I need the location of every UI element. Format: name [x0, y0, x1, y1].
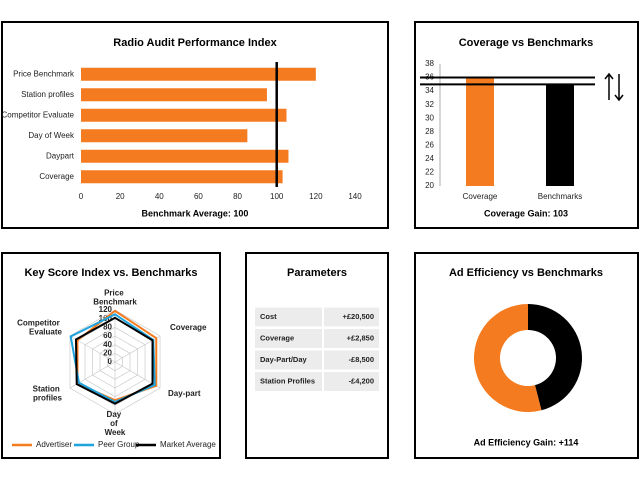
y-tick-label: Daypart — [46, 151, 75, 160]
x-tick-label: Benchmarks — [538, 192, 582, 201]
axis-label: Price Benchmark — [93, 289, 137, 307]
chart-footer: Ad Efficiency Gain: +114 — [474, 437, 579, 447]
panel — [414, 252, 639, 459]
axis-label: Day-part — [168, 389, 201, 398]
bar — [81, 88, 267, 102]
table-cell — [255, 329, 322, 348]
chart-title: Ad Efficiency vs Benchmarks — [449, 267, 603, 279]
bar — [81, 108, 287, 122]
radar-line — [76, 309, 158, 402]
table-cell-text: Day-Part/Day — [260, 355, 308, 364]
y-tick-label: 22 — [425, 168, 434, 177]
table-cell — [255, 372, 322, 391]
y-tick-label: Coverage — [39, 172, 74, 181]
axis-label: Competitor Evaluate — [17, 319, 62, 337]
radar-line — [74, 316, 154, 405]
table-cell — [324, 350, 379, 370]
y-tick-label: 26 — [425, 140, 434, 149]
y-tick-label: 30 — [425, 113, 434, 122]
y-tick-label: Price Benchmark — [13, 69, 75, 78]
y-tick-label: Competitor Evaluate — [2, 110, 75, 119]
table-cell — [255, 307, 322, 327]
arrow-icon — [604, 72, 624, 102]
legend-label: Market Average — [160, 440, 216, 449]
bar — [81, 67, 316, 81]
panel — [1, 252, 221, 459]
x-tick-label: 100 — [270, 192, 284, 201]
chart-footer: Coverage Gain: 103 — [484, 208, 568, 218]
y-tick-label: Day of Week — [28, 131, 75, 140]
y-tick-label: 34 — [425, 86, 434, 95]
table-cell — [255, 350, 322, 370]
r-tick-label: 0 — [108, 357, 113, 366]
axis-label: Coverage — [170, 323, 207, 332]
legend-label: Advertiser — [36, 440, 72, 449]
panel — [1, 21, 389, 229]
y-tick-label: Station profiles — [21, 90, 74, 99]
x-tick-label: Coverage — [463, 192, 498, 201]
table-cell-text: Coverage — [260, 333, 294, 342]
bar — [81, 129, 248, 143]
bar — [466, 77, 494, 186]
x-tick-label: 0 — [79, 192, 84, 201]
donut-slice — [474, 304, 542, 412]
table-cell-text: +£2,850 — [347, 333, 374, 342]
table-cell-text: Station Profiles — [260, 376, 315, 385]
chart-title: Coverage vs Benchmarks — [459, 37, 594, 49]
panel — [414, 21, 639, 229]
donut-slice — [528, 304, 583, 411]
chart-title: Radio Audit Performance Index — [113, 37, 277, 49]
bar — [81, 170, 283, 184]
table-cell-text: +£20,500 — [343, 312, 375, 321]
chart-footer: Benchmark Average: 100 — [142, 208, 249, 218]
axis-label: Station profiles — [33, 385, 63, 403]
r-tick-label: 20 — [103, 348, 112, 357]
panel — [245, 252, 389, 459]
y-tick-label: 20 — [425, 181, 434, 190]
legend-label: Peer Group — [98, 440, 140, 449]
chart-title: Key Score Index vs. Benchmarks — [24, 267, 197, 279]
x-tick-label: 80 — [233, 192, 242, 201]
axis-label: Day of Week — [105, 410, 126, 437]
y-tick-label: 24 — [425, 154, 434, 163]
y-tick-label: 28 — [425, 127, 434, 136]
x-tick-label: 140 — [348, 192, 362, 201]
r-tick-label: 60 — [103, 331, 112, 340]
table-cell — [324, 372, 379, 391]
x-tick-label: 20 — [116, 192, 125, 201]
table-cell-text: -£4,200 — [349, 376, 374, 385]
r-tick-label: 40 — [103, 340, 112, 349]
r-tick-label: 120 — [99, 305, 113, 314]
x-tick-label: 40 — [155, 192, 164, 201]
y-tick-label: 38 — [425, 59, 434, 68]
table-title: Parameters — [287, 267, 347, 279]
table-cell-text: Cost — [260, 312, 277, 321]
x-tick-label: 60 — [194, 192, 203, 201]
table-cell — [324, 329, 379, 348]
bar — [546, 84, 574, 186]
table-cell-text: -£8,500 — [349, 355, 374, 364]
r-tick-label: 80 — [103, 322, 112, 331]
table-cell — [324, 307, 379, 327]
y-tick-label: 32 — [425, 100, 434, 109]
bar — [81, 149, 289, 163]
x-tick-label: 120 — [309, 192, 323, 201]
